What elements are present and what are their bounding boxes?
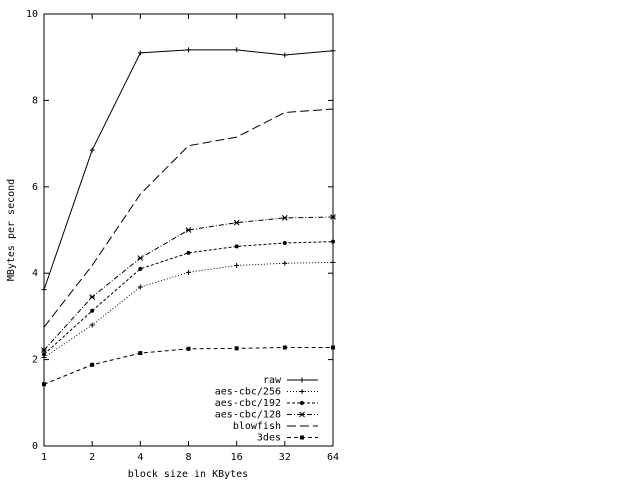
series-line-4	[43, 108, 334, 328]
series-3-point-6	[330, 214, 336, 220]
series-line-3	[43, 216, 334, 351]
series-3-point-2	[137, 255, 144, 261]
series-line-2	[43, 241, 334, 355]
y-axis-title-group: MBytes per second	[6, 179, 17, 281]
x-axis-title: block size in KBytes	[128, 469, 248, 480]
series-2-point-5	[282, 240, 287, 245]
x-tick-label-5: 32	[279, 452, 291, 463]
series-5-point-0	[42, 382, 46, 387]
legend-marker-3	[299, 411, 305, 418]
legend-marker-0	[299, 377, 305, 383]
series-2-point-2	[138, 266, 143, 271]
legend-label-4: blowfish	[233, 421, 281, 432]
series-1-point-2	[137, 284, 143, 290]
series-1-point-6	[330, 259, 336, 265]
y-tick-label-5: 10	[26, 9, 38, 20]
series-5-point-4	[234, 346, 239, 351]
y-axis-title: MBytes per second	[6, 179, 17, 281]
y-tick-label-4: 8	[32, 95, 38, 106]
series-5-point-3	[186, 346, 191, 351]
series-5-point-1	[90, 362, 95, 367]
legend: rawaes-cbc/256aes-cbc/192aes-cbc/128blow…	[215, 375, 318, 444]
series-2-point-1	[90, 308, 95, 313]
series-3-point-3	[185, 227, 192, 233]
series-5-point-6	[331, 345, 335, 350]
series-3-point-1	[89, 294, 96, 300]
legend-label-2: aes-cbc/192	[215, 398, 281, 409]
series-2-point-3	[186, 250, 191, 255]
series-0-point-3	[186, 47, 191, 53]
series-3-point-0	[41, 347, 47, 353]
series-0-point-6	[330, 48, 336, 54]
y-tick-label-3: 6	[32, 182, 38, 193]
legend-marker-5	[300, 435, 304, 440]
legend-label-5: 3des	[257, 433, 281, 444]
series-line-5	[43, 347, 333, 385]
series-5-point-5	[282, 345, 287, 350]
x-tick-label-0: 1	[41, 452, 47, 463]
series-0-point-0	[41, 287, 47, 293]
y-tick-label-2: 4	[32, 268, 38, 279]
series-1-point-1	[89, 322, 95, 328]
series-0-point-2	[137, 50, 143, 56]
series-0-point-1	[89, 147, 95, 153]
x-tick-label-6: 64	[327, 452, 339, 463]
series-5-point-2	[138, 351, 143, 356]
series-1-point-4	[234, 262, 240, 268]
legend-marker-2	[300, 401, 304, 405]
y-tick-label-1: 2	[32, 355, 38, 366]
series-1-point-3	[186, 269, 191, 275]
legend-label-0: raw	[263, 375, 282, 386]
series-1-point-5	[282, 260, 288, 266]
series-3-point-4	[233, 219, 240, 226]
x-tick-label-1: 2	[89, 452, 95, 463]
series-line-1	[43, 261, 334, 358]
x-tick-label-3: 8	[185, 452, 191, 463]
series-2-point-4	[234, 244, 239, 249]
x-tick-label-2: 4	[137, 452, 143, 463]
series-3-point-5	[281, 215, 288, 221]
legend-label-1: aes-cbc/256	[215, 387, 281, 398]
y-tick-label-0: 0	[32, 441, 38, 452]
series-0-point-5	[282, 52, 288, 58]
series-2-point-6	[331, 239, 335, 244]
legend-label-3: aes-cbc/128	[215, 410, 281, 421]
x-tick-label-4: 16	[231, 452, 243, 463]
series-2-point-0	[42, 352, 46, 357]
legend-marker-1	[299, 389, 305, 394]
series-0-point-4	[234, 47, 240, 53]
